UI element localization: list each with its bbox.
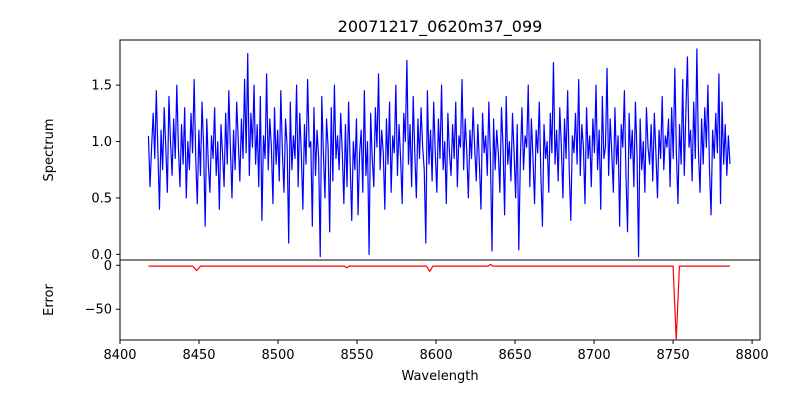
error-x-ticks: 8400 8450 8500 8550 8600 8650 8700 8750 8800 [103, 340, 769, 363]
x-tick-label: 8800 [736, 348, 769, 363]
x-axis-label: Wavelength [401, 369, 478, 384]
spectrum-series [147, 48, 731, 258]
x-tick-label: 8700 [578, 348, 611, 363]
error-line [148, 263, 730, 341]
error-series [148, 263, 730, 341]
y-tick-label: 0 [104, 259, 112, 274]
x-tick-label: 8500 [261, 348, 294, 363]
spectrum-y-axis-label: Spectrum [42, 119, 57, 182]
spectrum-y-ticks: 0.0 0.5 1.0 1.5 [91, 79, 120, 263]
y-tick-label: −50 [85, 303, 112, 318]
error-y-axis-label: Error [42, 284, 57, 316]
y-tick-label: 1.5 [91, 79, 112, 94]
x-tick-label: 8600 [420, 348, 453, 363]
spectrum-panel: 0.0 0.5 1.0 1.5 Spectrum [42, 39, 761, 263]
error-axes-frame [119, 259, 761, 341]
y-tick-label: 1.0 [91, 135, 112, 150]
spectrum-line [147, 48, 731, 258]
error-panel: 0 −50 8400 8450 8500 8550 8600 8650 8700 8750 880… [42, 259, 769, 384]
chart-title: 20071217_0620m37_099 [338, 17, 543, 37]
x-tick-label: 8650 [499, 348, 532, 363]
y-tick-label: 0.5 [91, 191, 112, 206]
x-tick-label: 8750 [657, 348, 690, 363]
x-tick-label: 8550 [340, 348, 373, 363]
error-y-ticks: 0 −50 [85, 259, 120, 318]
x-tick-label: 8450 [182, 348, 215, 363]
y-tick-label: 0.0 [91, 248, 112, 263]
x-tick-label: 8400 [103, 348, 136, 363]
